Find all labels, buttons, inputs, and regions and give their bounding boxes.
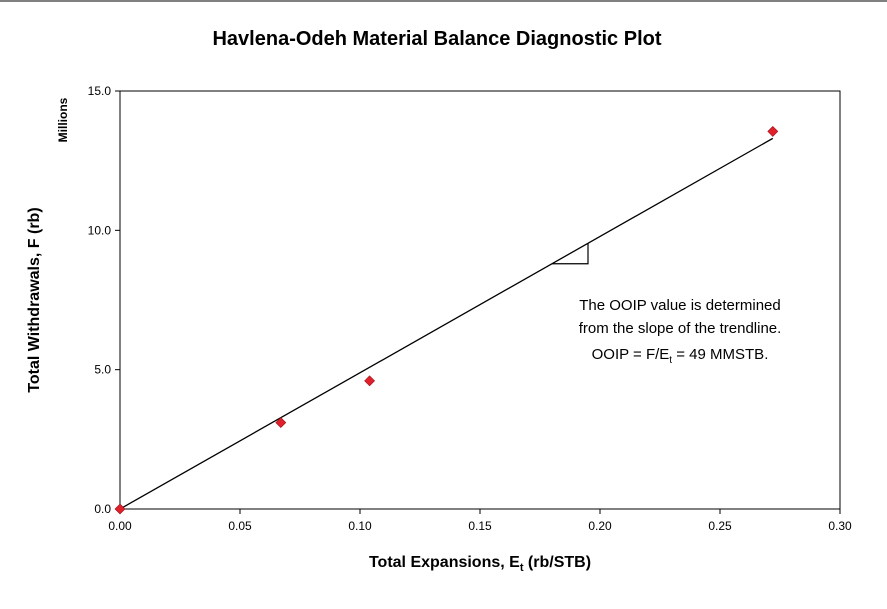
annotation-line-3-subscript: t <box>669 355 672 366</box>
x-tick-label: 0.10 <box>348 519 372 533</box>
x-axis-title-subscript: t <box>520 562 524 574</box>
x-axis-title-tail: (rb/STB) <box>523 554 591 571</box>
x-tick-label: 0.15 <box>468 519 492 533</box>
slope-triangle <box>552 243 589 265</box>
y-tick-label: 0.0 <box>94 502 111 516</box>
y-tick-label: 5.0 <box>94 363 111 377</box>
annotation-line-3-b: = 49 MMSTB. <box>672 346 768 363</box>
x-tick-label: 0.30 <box>828 519 852 533</box>
x-tick-label: 0.25 <box>708 519 732 533</box>
x-axis: 0.00 0.05 0.10 0.15 0.20 0.25 0.30 <box>108 509 852 533</box>
y-tick-label: 10.0 <box>88 223 112 237</box>
x-tick-label: 0.20 <box>588 519 612 533</box>
chart-title: Havlena-Odeh Material Balance Diagnostic… <box>212 28 661 50</box>
data-points <box>114 125 779 515</box>
annotation: The OOIP value is determined from the sl… <box>579 297 782 366</box>
x-tick-label: 0.00 <box>108 519 132 533</box>
x-axis-title: Total Expansions, Et (rb/STB) <box>369 554 591 574</box>
data-point <box>275 417 287 429</box>
x-axis-title-main: Total Expansions, E <box>369 554 520 571</box>
y-axis-title: Total Withdrawals, F (rb) <box>26 207 43 392</box>
data-point <box>114 503 126 515</box>
annotation-line-3-a: OOIP = F/E <box>592 346 670 363</box>
y-axis: 0.0 5.0 10.0 15.0 <box>88 84 120 516</box>
annotation-line-1: The OOIP value is determined <box>579 297 781 314</box>
annotation-line-2: from the slope of the trendline. <box>579 320 782 337</box>
data-point <box>767 125 779 137</box>
y-unit-label: Millions <box>56 97 70 142</box>
annotation-line-3: OOIP = F/Et = 49 MMSTB. <box>592 346 769 366</box>
y-tick-label: 15.0 <box>88 84 112 98</box>
x-tick-label: 0.05 <box>228 519 252 533</box>
trendline <box>119 137 774 510</box>
data-point <box>364 375 376 387</box>
